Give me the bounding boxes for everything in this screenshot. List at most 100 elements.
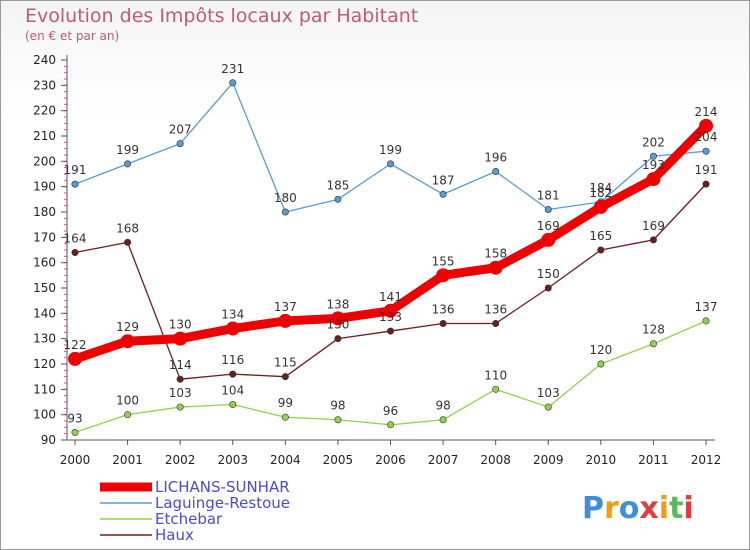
x-tick-label: 2000 bbox=[60, 453, 91, 467]
legend-label: Laguinge-Restoue bbox=[155, 494, 290, 512]
data-point bbox=[334, 335, 342, 343]
data-label: 93 bbox=[67, 411, 82, 425]
y-tick-label: 200 bbox=[33, 154, 56, 168]
data-label: 103 bbox=[169, 386, 192, 400]
data-label: 204 bbox=[695, 130, 718, 144]
data-point bbox=[544, 403, 552, 411]
y-tick-label: 180 bbox=[33, 205, 56, 219]
data-label: 120 bbox=[589, 343, 612, 357]
x-tick-label: 2011 bbox=[638, 453, 669, 467]
data-label: 202 bbox=[642, 135, 665, 149]
x-tick-label: 2007 bbox=[428, 453, 459, 467]
y-tick-label: 100 bbox=[33, 408, 56, 422]
data-point bbox=[71, 180, 79, 188]
data-point bbox=[597, 246, 605, 254]
data-label: 165 bbox=[589, 229, 612, 243]
y-tick-label: 230 bbox=[33, 78, 56, 92]
data-label: 191 bbox=[64, 163, 87, 177]
data-label: 104 bbox=[221, 384, 244, 398]
data-point bbox=[544, 205, 552, 213]
x-tick-label: 2006 bbox=[375, 453, 406, 467]
data-label: 98 bbox=[435, 399, 450, 413]
x-tick-label: 2005 bbox=[323, 453, 354, 467]
data-point bbox=[699, 118, 713, 133]
data-label: 138 bbox=[326, 297, 349, 311]
y-tick-label: 240 bbox=[33, 53, 56, 67]
data-label: 130 bbox=[326, 318, 349, 332]
data-label: 141 bbox=[379, 290, 402, 304]
data-point bbox=[488, 260, 503, 275]
data-point bbox=[492, 167, 500, 175]
data-point bbox=[68, 351, 82, 366]
data-label: 168 bbox=[116, 221, 139, 235]
logo-letter: t bbox=[669, 491, 683, 526]
data-point bbox=[278, 313, 293, 328]
data-label: 99 bbox=[278, 396, 293, 410]
data-label: 98 bbox=[330, 399, 345, 413]
data-point bbox=[281, 373, 289, 381]
data-point bbox=[702, 317, 710, 325]
data-point bbox=[436, 268, 451, 283]
axes: 90 100 110 120 130 140 150 160 170 180 190 200 210 22… bbox=[33, 53, 721, 467]
data-point bbox=[386, 421, 394, 429]
data-point bbox=[702, 180, 710, 188]
y-tick-label: 150 bbox=[33, 281, 56, 295]
data-label: 116 bbox=[221, 353, 244, 367]
data-label: 115 bbox=[274, 356, 297, 370]
legend-item: Haux bbox=[100, 526, 194, 544]
legend: LICHANS-SUNHARLaguinge-RestoueEtchebarHa… bbox=[100, 478, 290, 544]
data-label: 180 bbox=[274, 191, 297, 205]
data-point bbox=[439, 190, 447, 198]
data-label: 137 bbox=[274, 300, 297, 314]
proxiti-logo: Proxiti bbox=[582, 491, 694, 526]
y-tick-label: 140 bbox=[33, 306, 56, 320]
legend-label: LICHANS-SUNHAR bbox=[155, 478, 290, 496]
data-point bbox=[124, 411, 132, 419]
data-point bbox=[386, 160, 394, 168]
x-tick-label: 2002 bbox=[165, 453, 196, 467]
data-point bbox=[593, 199, 608, 214]
data-point bbox=[386, 327, 394, 335]
data-point bbox=[439, 319, 447, 327]
data-point bbox=[702, 147, 710, 155]
data-point bbox=[334, 416, 342, 424]
data-label: 110 bbox=[484, 368, 507, 382]
logo-letter: r bbox=[604, 491, 619, 526]
data-label: 207 bbox=[169, 123, 192, 137]
data-label: 137 bbox=[695, 300, 718, 314]
data-label: 96 bbox=[383, 404, 398, 418]
data-point bbox=[176, 375, 184, 383]
data-label: 128 bbox=[642, 323, 665, 337]
data-point bbox=[71, 249, 79, 257]
data-label: 136 bbox=[484, 302, 507, 316]
data-label: 196 bbox=[484, 150, 507, 164]
data-point bbox=[281, 208, 289, 216]
y-tick-label: 120 bbox=[33, 357, 56, 371]
legend-item: Etchebar bbox=[100, 510, 223, 528]
data-point bbox=[649, 340, 657, 348]
data-label: 169 bbox=[642, 219, 665, 233]
data-point bbox=[124, 160, 132, 168]
data-label: 191 bbox=[695, 163, 718, 177]
x-tick-label: 2010 bbox=[586, 453, 617, 467]
legend-label: Haux bbox=[155, 526, 194, 544]
data-point bbox=[229, 370, 237, 378]
data-label: 185 bbox=[326, 178, 349, 192]
logo-letter: o bbox=[619, 491, 640, 526]
data-point bbox=[649, 236, 657, 244]
chart-title: Evolution des Impôts locaux par Habitant bbox=[25, 5, 418, 27]
data-point bbox=[597, 360, 605, 368]
data-point bbox=[541, 232, 556, 247]
logo-letter: i bbox=[683, 491, 693, 526]
data-label: 133 bbox=[379, 310, 402, 324]
logo-letter: P bbox=[582, 491, 604, 526]
x-tick-label: 2001 bbox=[112, 453, 143, 467]
y-tick-label: 160 bbox=[33, 256, 56, 270]
data-label: 164 bbox=[64, 232, 87, 246]
data-point bbox=[229, 79, 237, 87]
logo-letter: i bbox=[659, 491, 669, 526]
data-point bbox=[334, 195, 342, 203]
x-tick-label: 2003 bbox=[217, 453, 248, 467]
